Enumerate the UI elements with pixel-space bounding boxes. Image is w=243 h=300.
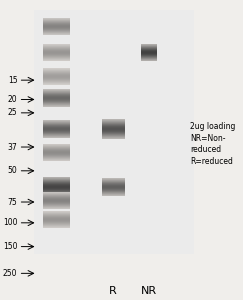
Text: 25: 25 <box>8 108 17 117</box>
Text: NR: NR <box>141 286 157 296</box>
Text: 20: 20 <box>8 95 17 104</box>
Text: 15: 15 <box>8 76 17 85</box>
Text: 2ug loading
NR=Non-
reduced
R=reduced: 2ug loading NR=Non- reduced R=reduced <box>190 122 235 166</box>
Text: 100: 100 <box>3 218 17 227</box>
Text: 50: 50 <box>8 166 17 175</box>
Text: 75: 75 <box>8 197 17 206</box>
FancyBboxPatch shape <box>34 10 194 254</box>
Text: R: R <box>109 286 117 296</box>
Text: 150: 150 <box>3 242 17 251</box>
Text: 37: 37 <box>8 142 17 152</box>
Text: 250: 250 <box>3 269 17 278</box>
